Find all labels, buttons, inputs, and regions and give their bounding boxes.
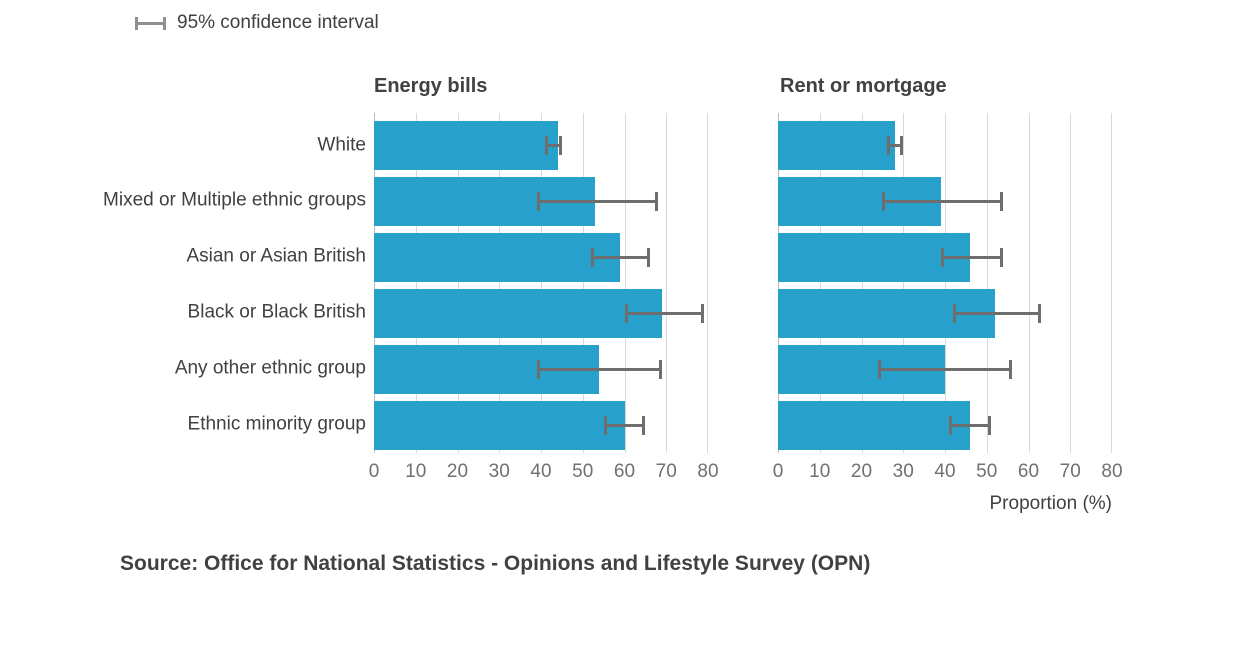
chart-title-energy-bills: Energy bills: [374, 75, 488, 97]
x-axis-ticks-rent-or-mortgage: 0 10 20 30 40 50 60 70 80: [773, 461, 1123, 485]
x-axis-tick: 40: [934, 461, 956, 482]
axis-line: [374, 113, 375, 453]
gridline: [986, 113, 988, 453]
x-axis-tick: 60: [613, 461, 636, 482]
x-axis-tick: 80: [697, 461, 719, 482]
gridline: [861, 113, 863, 453]
gridline: [624, 113, 626, 453]
bar: [374, 400, 625, 450]
gridline: [903, 113, 905, 453]
category-label: Ethnic minority group: [187, 413, 366, 435]
x-axis-tick: 80: [1101, 461, 1123, 482]
axis-line: [778, 113, 779, 453]
legend: 95% confidence interval: [135, 10, 379, 36]
confidence-interval: [536, 359, 663, 379]
category-label: Black or Black British: [187, 301, 366, 323]
x-axis-tick: 0: [368, 461, 380, 482]
category-label: White: [317, 134, 366, 156]
gridline: [819, 113, 821, 453]
gridline: [1028, 113, 1030, 453]
gridline: [707, 113, 708, 453]
chart-title-rent-or-mortgage: Rent or mortgage: [780, 75, 947, 97]
category-label: Any other ethnic group: [174, 357, 366, 379]
gridline: [457, 113, 459, 453]
category-label: Asian or Asian British: [186, 245, 366, 267]
x-axis-tick: 50: [572, 461, 594, 482]
legend-label: 95% confidence interval: [177, 12, 379, 33]
x-axis-tick: 20: [850, 461, 873, 482]
bar: [374, 232, 621, 282]
gridline: [415, 113, 417, 453]
bar: [778, 232, 971, 282]
x-axis-tick: 10: [809, 461, 831, 482]
bar: [374, 288, 663, 338]
plot-area-rent-or-mortgage: [778, 113, 1112, 453]
confidence-interval: [545, 136, 562, 155]
x-axis-tick: 60: [1017, 461, 1040, 482]
x-axis-tick: 30: [892, 461, 914, 482]
confidence-interval: [886, 136, 904, 155]
source-text: Source: Office for National Statistics -…: [120, 552, 871, 575]
category-axis: White Mixed or Multiple ethnic groups Asia…: [100, 0, 366, 672]
confidence-interval: [591, 247, 650, 267]
gridline: [666, 113, 668, 453]
confidence-interval: [953, 303, 1042, 323]
confidence-interval: [882, 191, 1004, 211]
x-axis-tick: 50: [976, 461, 998, 482]
gridline: [499, 113, 501, 453]
gridline: [1111, 113, 1112, 453]
x-axis-tick: 70: [655, 461, 677, 482]
confidence-interval: [940, 247, 1004, 267]
x-axis-tick: 30: [488, 461, 510, 482]
confidence-interval: [536, 191, 658, 211]
error-bar-icon: [135, 16, 166, 30]
bar: [778, 121, 895, 170]
x-axis-label: Proportion (%): [989, 493, 1113, 514]
x-axis-tick: 20: [446, 461, 469, 482]
x-axis-tick: 10: [405, 461, 427, 482]
gridline: [541, 113, 542, 453]
category-label: Mixed or Multiple ethnic groups: [103, 190, 366, 212]
plot-area-energy-bills: [374, 113, 708, 453]
x-axis-tick: 70: [1059, 461, 1081, 482]
gridline: [582, 113, 584, 453]
confidence-interval: [603, 415, 646, 435]
confidence-interval: [878, 359, 1012, 379]
bar: [778, 400, 971, 450]
gridline: [945, 113, 946, 453]
confidence-interval: [949, 415, 991, 435]
x-axis-tick: 40: [530, 461, 552, 482]
gridline: [1070, 113, 1072, 453]
bar: [374, 121, 558, 170]
x-axis-tick: 0: [772, 461, 784, 482]
confidence-interval: [624, 303, 704, 323]
x-axis-ticks-energy-bills: 0 10 20 30 40 50 60 70 80: [369, 461, 719, 485]
